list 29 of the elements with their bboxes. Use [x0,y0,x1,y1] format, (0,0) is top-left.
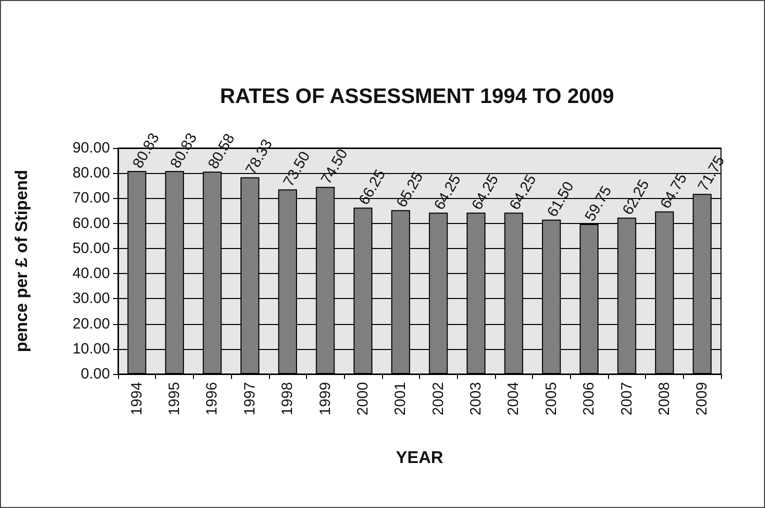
y-tick-label: 90.00 [72,140,110,156]
y-tick-label: 80.00 [72,164,110,182]
y-tick-label: 30.00 [72,290,110,308]
x-tick-label: 1996 [204,382,221,416]
y-tick-label: 60.00 [72,214,110,232]
x-tick-label: 2000 [354,382,372,416]
x-tick-label: 2009 [694,382,711,416]
y-tick-label: 10.00 [72,340,110,358]
x-tick-label: 1994 [128,382,146,416]
chart-title: RATES OF ASSESSMENT 1994 TO 2009 [220,85,614,108]
y-tick-label: 20.00 [72,315,110,332]
x-tick-label: 2007 [618,382,636,416]
y-tick-label: 40.00 [72,265,110,282]
y-tick-label: 70.00 [72,190,110,207]
x-tick-label: 2004 [505,382,522,416]
x-tick-label: 2008 [656,382,673,416]
y-tick-label: 50.00 [72,240,110,257]
x-tick-label: 2005 [542,382,560,416]
x-axis-title: YEAR [396,448,444,467]
y-tick-label: 0.00 [80,366,110,382]
x-tick-label: 1995 [166,382,184,416]
x-tick-label: 1999 [316,382,334,416]
x-tick-label: 2006 [580,382,598,416]
x-tick-label: 1997 [241,382,258,416]
x-tick-label: 2002 [430,382,447,416]
x-tick-label: 2003 [468,382,485,416]
x-tick-label: 2001 [392,382,410,416]
y-axis-title: pence per £ of Stipend [12,170,31,352]
x-tick-label: 1998 [279,382,296,416]
